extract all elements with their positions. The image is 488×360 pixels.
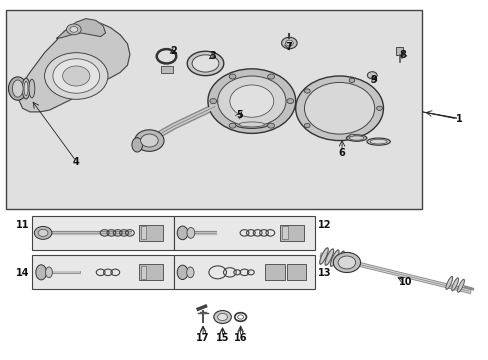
Text: 3: 3 — [209, 51, 216, 61]
Circle shape — [217, 314, 227, 320]
Text: 17: 17 — [196, 333, 209, 343]
Circle shape — [304, 89, 309, 93]
Circle shape — [286, 99, 293, 104]
Text: 2: 2 — [170, 46, 177, 56]
Circle shape — [207, 69, 295, 134]
Circle shape — [332, 252, 360, 273]
Text: 6: 6 — [338, 148, 345, 158]
Bar — [173, 255, 315, 289]
Text: 15: 15 — [215, 333, 229, 343]
Bar — [32, 255, 173, 289]
Ellipse shape — [319, 248, 327, 264]
Bar — [32, 216, 173, 250]
Ellipse shape — [325, 249, 333, 265]
Ellipse shape — [177, 226, 187, 240]
Bar — [5, 10, 422, 209]
Bar — [286, 265, 306, 280]
Bar — [139, 265, 163, 280]
Ellipse shape — [348, 136, 363, 140]
Bar — [139, 225, 163, 241]
Ellipse shape — [451, 278, 458, 291]
Text: 14: 14 — [16, 268, 29, 278]
Circle shape — [348, 134, 354, 138]
Circle shape — [229, 74, 236, 79]
Circle shape — [304, 82, 374, 134]
Ellipse shape — [22, 78, 30, 99]
Circle shape — [62, 66, 90, 86]
Circle shape — [217, 76, 285, 126]
Circle shape — [38, 229, 48, 237]
Ellipse shape — [24, 81, 28, 96]
Circle shape — [295, 76, 383, 140]
Circle shape — [337, 256, 355, 269]
Text: 1: 1 — [455, 114, 462, 124]
Circle shape — [229, 123, 236, 128]
Circle shape — [304, 123, 309, 128]
Bar — [173, 216, 315, 250]
Text: 8: 8 — [399, 50, 406, 60]
Ellipse shape — [29, 79, 35, 98]
Circle shape — [376, 106, 382, 111]
Ellipse shape — [132, 138, 142, 152]
Circle shape — [141, 134, 158, 147]
Text: 12: 12 — [318, 220, 331, 230]
Ellipse shape — [330, 250, 338, 266]
Text: 16: 16 — [233, 333, 247, 343]
Text: 10: 10 — [398, 277, 411, 287]
Circle shape — [267, 123, 274, 128]
Text: 9: 9 — [369, 75, 376, 85]
Ellipse shape — [445, 276, 452, 289]
Circle shape — [213, 311, 231, 323]
Circle shape — [66, 24, 81, 35]
Ellipse shape — [45, 267, 52, 278]
Ellipse shape — [187, 51, 224, 76]
Ellipse shape — [369, 139, 386, 144]
Circle shape — [34, 226, 52, 239]
Ellipse shape — [457, 279, 464, 292]
Bar — [141, 266, 146, 279]
Ellipse shape — [186, 267, 194, 278]
Text: 4: 4 — [73, 157, 80, 167]
Ellipse shape — [239, 122, 264, 127]
Ellipse shape — [177, 265, 187, 279]
Ellipse shape — [335, 251, 344, 267]
Ellipse shape — [346, 135, 366, 141]
Bar — [160, 66, 173, 73]
Ellipse shape — [8, 77, 27, 100]
Text: 5: 5 — [236, 111, 243, 121]
Ellipse shape — [192, 55, 219, 72]
Circle shape — [366, 72, 376, 79]
Text: 7: 7 — [285, 42, 291, 52]
Bar — [395, 46, 403, 55]
Circle shape — [53, 59, 100, 93]
Text: 13: 13 — [318, 268, 331, 278]
Bar — [141, 226, 146, 239]
Text: 11: 11 — [16, 220, 29, 230]
Bar — [265, 265, 285, 280]
Circle shape — [44, 53, 108, 99]
Ellipse shape — [366, 138, 389, 145]
Ellipse shape — [235, 121, 268, 129]
Bar — [282, 226, 287, 239]
Ellipse shape — [186, 228, 194, 238]
Circle shape — [209, 99, 216, 104]
Circle shape — [229, 85, 273, 117]
Circle shape — [285, 40, 293, 46]
Polygon shape — [57, 19, 105, 39]
Polygon shape — [18, 21, 130, 112]
Ellipse shape — [12, 80, 23, 97]
Circle shape — [70, 27, 78, 32]
Circle shape — [267, 74, 274, 79]
Bar — [280, 225, 304, 241]
Circle shape — [281, 37, 297, 49]
Circle shape — [135, 130, 163, 151]
Circle shape — [348, 78, 354, 82]
Ellipse shape — [36, 265, 46, 280]
